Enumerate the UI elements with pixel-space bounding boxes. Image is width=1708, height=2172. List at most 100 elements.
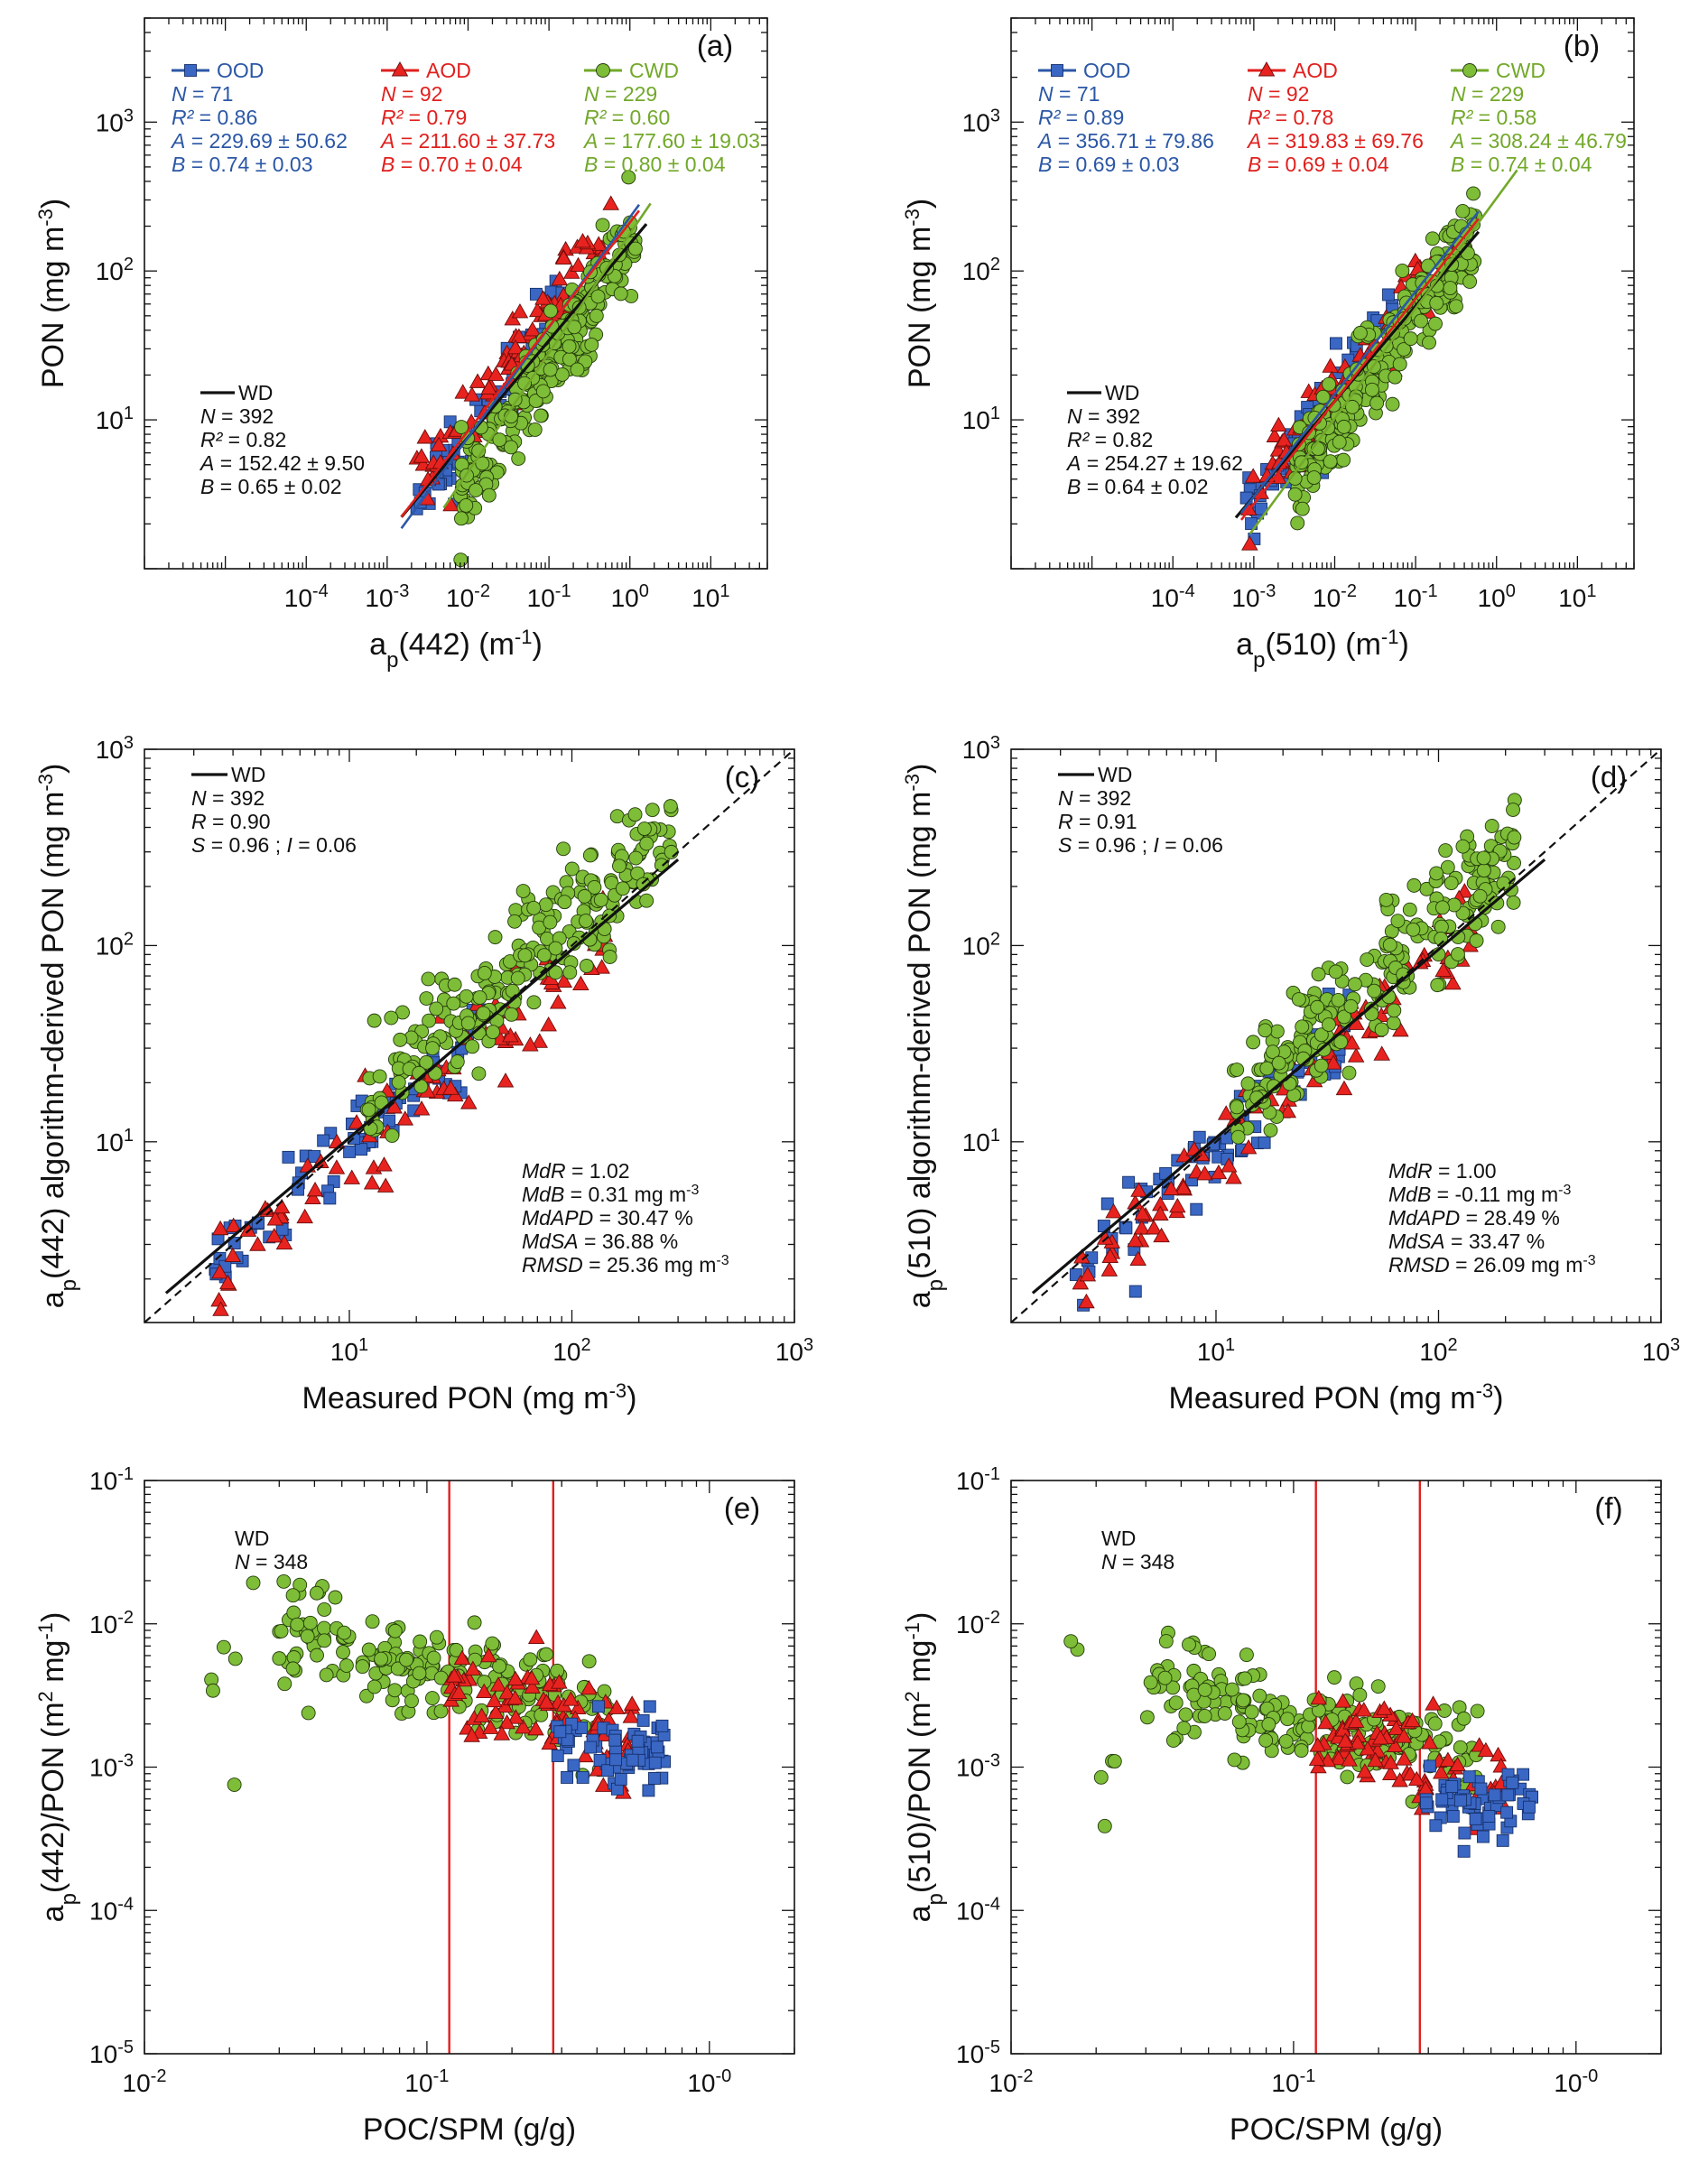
cwd-point <box>1265 1044 1280 1060</box>
aod-point <box>562 1691 580 1706</box>
aod-point <box>475 1683 493 1699</box>
cwd-point <box>1369 395 1385 411</box>
aod-point <box>1381 1765 1399 1780</box>
y-axis-label: PON (mg m-3) <box>901 199 938 388</box>
ood-point <box>1423 1759 1436 1773</box>
aod-point <box>1258 61 1276 77</box>
cwd-point <box>317 1620 331 1636</box>
aod-point <box>1244 468 1262 483</box>
plot-area <box>400 170 652 568</box>
cwd-point <box>579 914 593 928</box>
cwd-point <box>1238 1671 1252 1686</box>
aod-point <box>1127 1231 1144 1248</box>
cwd-point <box>1063 1634 1079 1649</box>
cwd-point <box>615 881 630 896</box>
cwd-point <box>413 1634 428 1649</box>
cwd-point <box>538 897 553 913</box>
aod-point <box>463 386 481 402</box>
x-tick-label: 101 <box>692 581 729 612</box>
cwd-point <box>472 990 487 1005</box>
cwd-point <box>300 1629 315 1644</box>
cwd-point <box>387 1623 403 1638</box>
y-tick-label: 10-2 <box>89 1608 134 1638</box>
cwd-point <box>1202 1647 1217 1662</box>
aod-point <box>224 1247 242 1262</box>
cwd-point <box>292 1577 308 1592</box>
aod-point <box>442 1080 459 1095</box>
x-tick-label: 10-2 <box>123 2066 167 2097</box>
stat-a: A = 177.60 ± 19.03 <box>582 129 760 153</box>
ood-point <box>383 1114 396 1128</box>
stat-mdb: MdB = 0.31 mg m-3 <box>522 1183 700 1207</box>
cwd-point <box>539 1647 553 1662</box>
cwd-point <box>1139 1710 1155 1725</box>
aod-point <box>555 972 573 989</box>
aod-point <box>1153 1227 1170 1243</box>
cwd-point <box>612 859 627 874</box>
aod-point <box>376 1156 393 1172</box>
cwd-point <box>286 1605 302 1620</box>
ood-point <box>1193 1130 1206 1144</box>
aod-point <box>473 1707 490 1722</box>
regression-line <box>1031 858 1546 1295</box>
y-axis-label: ap(510)/PON (m2 mg-1) <box>901 1612 948 1923</box>
aod-point <box>416 429 434 444</box>
aod-point <box>534 290 552 305</box>
x-tick-label: 10-3 <box>1231 581 1276 612</box>
ood-point <box>1100 1197 1114 1211</box>
cwd-point <box>1414 313 1428 329</box>
cwd-point <box>582 848 598 863</box>
ood-point <box>650 1740 664 1754</box>
cwd-point <box>337 1625 352 1640</box>
aod-point <box>522 1036 539 1052</box>
ood-point <box>609 1753 622 1767</box>
x-tick-label: 10-0 <box>687 2066 731 2097</box>
cwd-point <box>543 914 558 930</box>
cwd-point <box>385 1128 400 1143</box>
stat-b: B = 0.80 ± 0.04 <box>584 153 726 176</box>
cwd-point <box>1440 859 1455 875</box>
aod-point <box>249 1236 266 1251</box>
aod-point <box>1276 432 1293 447</box>
cwd-point <box>1231 1714 1247 1730</box>
aod-point <box>1395 1728 1413 1743</box>
aod-point <box>570 256 587 273</box>
cwd-point <box>548 965 563 980</box>
cwd-point <box>460 1016 476 1031</box>
cwd-point <box>534 408 549 423</box>
stat-r2: R² = 0.86 <box>172 106 257 129</box>
aod-point <box>445 1667 463 1683</box>
aod-point <box>622 1708 640 1723</box>
ood-point <box>1445 1780 1459 1794</box>
cwd-point <box>589 308 604 323</box>
cwd-point <box>1392 357 1407 372</box>
cwd-point <box>1178 1707 1193 1722</box>
aod-point <box>296 1208 313 1224</box>
aod-point <box>1434 961 1452 978</box>
cwd-point <box>1352 325 1368 340</box>
cwd-point <box>556 841 571 857</box>
panel-letter: (c) <box>725 760 759 794</box>
ood-point <box>1122 1175 1136 1189</box>
aod-point <box>1386 1737 1404 1752</box>
aod-point <box>623 1695 641 1711</box>
cwd-point <box>447 977 462 992</box>
cwd-point <box>1322 1017 1336 1032</box>
stat-n: N = 229 <box>584 82 657 106</box>
x-tick-label: 101 <box>330 1335 368 1366</box>
aod-point <box>211 1220 229 1236</box>
cwd-point <box>1352 1687 1368 1703</box>
aod-point <box>1444 974 1462 990</box>
cwd-point <box>446 996 461 1011</box>
cwd-point <box>1311 967 1326 982</box>
aod-point <box>515 1719 532 1734</box>
y-tick-label: 10-2 <box>956 1608 1000 1638</box>
aod-point <box>304 1189 321 1204</box>
ood-point <box>1420 1796 1433 1810</box>
cwd-point <box>1425 231 1440 246</box>
x-axis-label: POC/SPM (g/g) <box>363 2112 576 2147</box>
cwd-point <box>636 821 652 837</box>
aod-point <box>507 1709 524 1724</box>
aod-point <box>554 249 572 265</box>
ood-point <box>561 1770 574 1784</box>
